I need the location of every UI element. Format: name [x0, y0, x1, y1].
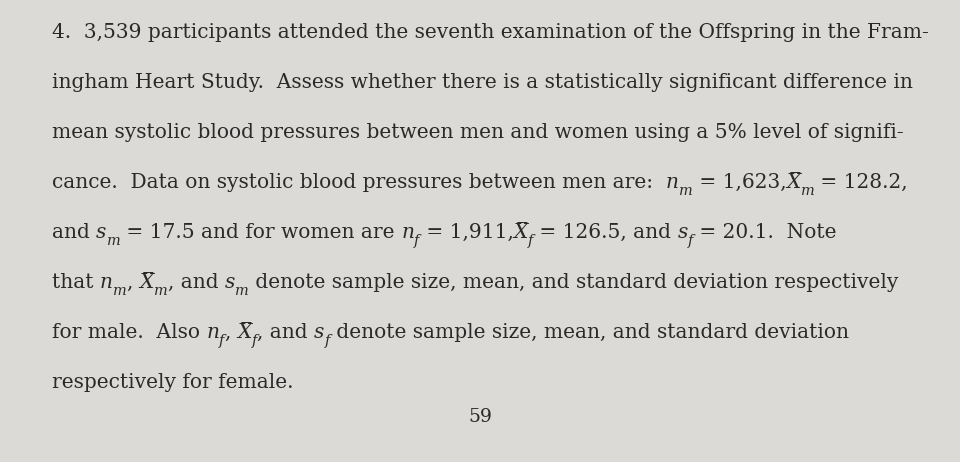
- Text: mean systolic blood pressures between men and women using a 5% level of signifi-: mean systolic blood pressures between me…: [52, 123, 903, 142]
- Text: f: f: [220, 334, 225, 347]
- Text: m: m: [107, 233, 120, 248]
- Text: m: m: [679, 183, 692, 198]
- Text: = 17.5 and for women are: = 17.5 and for women are: [120, 223, 401, 242]
- Text: X̅: X̅: [514, 223, 528, 242]
- Text: n: n: [666, 173, 679, 192]
- Text: that: that: [52, 273, 100, 292]
- Text: f: f: [252, 334, 257, 347]
- Text: ,: ,: [225, 323, 237, 342]
- Text: s: s: [225, 273, 235, 292]
- Text: m: m: [801, 183, 814, 198]
- Text: X̅: X̅: [237, 323, 252, 342]
- Text: f: f: [688, 233, 693, 248]
- Text: , and: , and: [257, 323, 314, 342]
- Text: m: m: [235, 284, 249, 298]
- Text: for male.  Also: for male. Also: [52, 323, 206, 342]
- Text: m: m: [113, 284, 127, 298]
- Text: , and: , and: [167, 273, 225, 292]
- Text: cance.  Data on systolic blood pressures between men are:: cance. Data on systolic blood pressures …: [52, 173, 666, 192]
- Text: = 126.5, and: = 126.5, and: [533, 223, 678, 242]
- Text: n: n: [401, 223, 415, 242]
- Text: = 20.1.  Note: = 20.1. Note: [693, 223, 837, 242]
- Text: = 1,623,: = 1,623,: [692, 173, 786, 192]
- Text: 59: 59: [468, 408, 492, 426]
- Text: f: f: [324, 334, 330, 347]
- Text: s: s: [314, 323, 324, 342]
- Text: n: n: [206, 323, 220, 342]
- Text: ,: ,: [127, 273, 139, 292]
- Text: f: f: [415, 233, 420, 248]
- Text: s: s: [96, 223, 107, 242]
- Text: n: n: [100, 273, 113, 292]
- Text: X̅: X̅: [786, 173, 801, 192]
- Text: respectively for female.: respectively for female.: [52, 373, 294, 392]
- Text: s: s: [678, 223, 688, 242]
- Text: X̅: X̅: [139, 273, 154, 292]
- Text: = 128.2,: = 128.2,: [814, 173, 908, 192]
- Text: denote sample size, mean, and standard deviation: denote sample size, mean, and standard d…: [330, 323, 849, 342]
- Text: ingham Heart Study.  Assess whether there is a statistically significant differe: ingham Heart Study. Assess whether there…: [52, 73, 913, 92]
- Text: and: and: [52, 223, 96, 242]
- Text: f: f: [528, 233, 533, 248]
- Text: 4.  3,539 participants attended the seventh examination of the Offspring in the : 4. 3,539 participants attended the seven…: [52, 23, 928, 42]
- Text: denote sample size, mean, and standard deviation respectively: denote sample size, mean, and standard d…: [249, 273, 898, 292]
- Text: = 1,911,: = 1,911,: [420, 223, 514, 242]
- Text: m: m: [154, 284, 167, 298]
